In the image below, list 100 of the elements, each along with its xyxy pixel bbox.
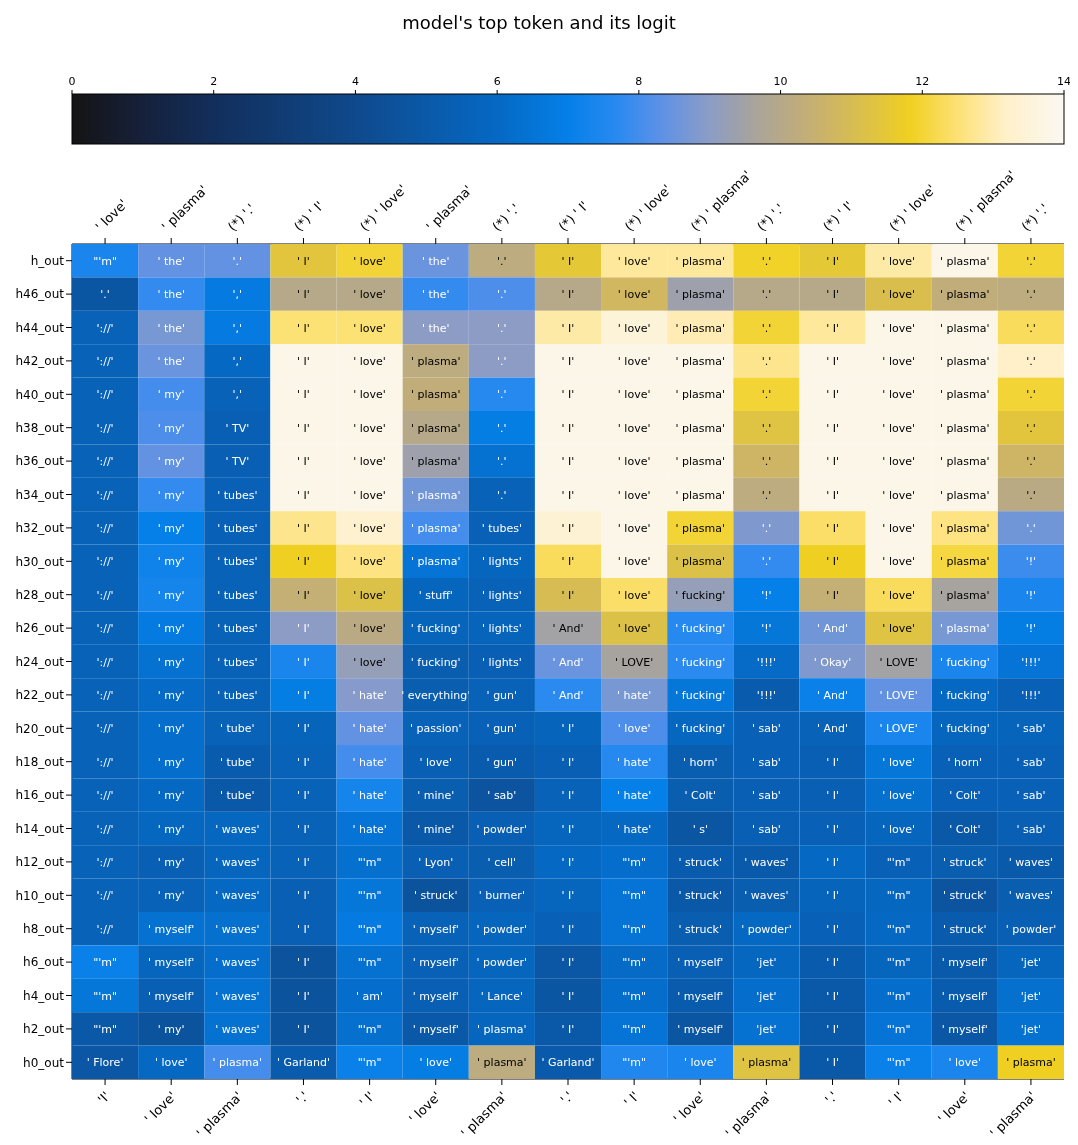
data-label: ' LOVE': [879, 688, 918, 702]
data-label: ' I': [561, 321, 575, 335]
text: (*) '.': [1018, 200, 1052, 235]
data-label: ' I': [826, 388, 839, 402]
data-label: "'m": [93, 1022, 117, 1036]
data-label: ' plasma': [940, 288, 990, 302]
data-label: '://': [96, 789, 114, 803]
data-label: ' I': [826, 989, 839, 1003]
data-label: ' I': [297, 254, 310, 268]
data-label: ' love': [353, 455, 386, 469]
data-label: '!!!': [756, 655, 777, 669]
data-label: ' I': [561, 722, 575, 736]
data-label: ' love': [353, 622, 386, 636]
data-label: ' fucking': [675, 722, 726, 736]
data-label: ' sab': [487, 789, 517, 803]
data-label: ' plasma': [410, 455, 461, 469]
data-label: ' And': [817, 722, 849, 736]
data-label: ' gun': [486, 722, 518, 736]
data-label: ' love': [882, 388, 915, 402]
data-label: ' myself': [412, 1022, 459, 1036]
data-label: ' I': [297, 555, 310, 569]
data-label: ' plasma': [212, 1056, 263, 1070]
data-label: ' I': [297, 288, 310, 302]
data-label: ' I': [826, 755, 839, 769]
y-tick-label: h22_out: [15, 688, 65, 703]
data-label: ' love': [353, 288, 386, 302]
data-label: ' plasma': [940, 555, 990, 569]
x-tick-label: '.': [822, 1088, 841, 1108]
data-label: "'m": [93, 956, 117, 970]
data-label: ' waves': [215, 889, 260, 903]
data-label: ' love': [882, 521, 915, 535]
data-label: ' sab': [751, 755, 781, 769]
data-label: ' love': [882, 622, 915, 636]
data-label: '://': [96, 321, 114, 335]
data-label: ' the': [157, 254, 185, 268]
data-label: ' love': [353, 588, 386, 602]
text: (*) ' I': [290, 198, 327, 235]
y-tick-label: h34_out: [15, 487, 65, 502]
data-label: ' love': [617, 521, 651, 535]
text: (*) ' I': [820, 198, 857, 235]
data-label: ' plasma': [675, 488, 726, 502]
data-label: ' I': [297, 1022, 310, 1036]
data-label: ' fucking': [939, 688, 990, 702]
data-label: 'jet': [756, 1022, 777, 1036]
data-label: "'m": [886, 989, 911, 1003]
data-label: ' my': [157, 855, 185, 869]
y-tick-label: h12_out: [15, 855, 65, 870]
data-label: ' love': [683, 1056, 717, 1070]
data-label: '://': [96, 855, 114, 869]
data-label: ' struck': [943, 855, 987, 869]
data-label: '://': [96, 822, 114, 836]
data-label: ' lights': [482, 622, 522, 636]
y-tick-label: h0_out: [23, 1055, 65, 1070]
data-label: '.': [497, 421, 507, 435]
data-label: ' plasma': [940, 321, 990, 335]
data-label: ' love': [617, 421, 651, 435]
data-label: ' I': [561, 388, 575, 402]
data-label: ' plasma': [675, 354, 726, 368]
data-label: ' plasma': [940, 488, 990, 502]
data-label: ' lights': [482, 555, 522, 569]
data-label: ' plasma': [940, 588, 990, 602]
data-label: ' s': [692, 822, 708, 836]
data-label: ' my': [157, 722, 185, 736]
data-label: ' love': [353, 421, 386, 435]
data-label: ' tube': [220, 789, 255, 803]
data-label: "'m": [886, 1022, 911, 1036]
data-label: ' plasma': [940, 388, 990, 402]
data-label: ' struck': [943, 889, 987, 903]
color-bar-label: 10: [773, 75, 788, 88]
y-tick-label: h40_out: [15, 387, 65, 402]
data-label: ' I': [297, 388, 310, 402]
data-label: ' I': [297, 488, 310, 502]
y-tick-label: h26_out: [15, 621, 65, 636]
data-label: '://': [96, 421, 114, 435]
data-label: ' I': [561, 254, 575, 268]
data-label: ' plasma': [741, 1056, 792, 1070]
data-label: '.': [497, 488, 507, 502]
data-label: ' love': [419, 1056, 453, 1070]
data-label: "'m": [886, 922, 911, 936]
data-label: ' LOVE': [879, 655, 918, 669]
y-tick-label: h42_out: [15, 354, 65, 369]
data-label: ',': [232, 354, 243, 368]
data-label: ' I': [561, 922, 575, 936]
data-label: "'m": [622, 889, 647, 903]
data-label: ' Garland': [541, 1056, 595, 1070]
data-label: ' I': [297, 354, 310, 368]
data-label: ' I': [297, 455, 310, 469]
data-label: ' plasma': [675, 388, 726, 402]
color-bar-label: 14: [1057, 75, 1071, 88]
data-label: ' I': [826, 1056, 839, 1070]
data-label: ' love': [353, 388, 386, 402]
data-label: "'m": [622, 956, 647, 970]
data-label: '!!!': [756, 688, 777, 702]
data-label: '.': [1026, 388, 1036, 402]
data-label: ' plasma': [675, 521, 726, 535]
data-label: '://': [96, 622, 114, 636]
data-label: "'m": [622, 1022, 647, 1036]
data-label: ' lights': [482, 655, 522, 669]
data-label: ' I': [297, 521, 310, 535]
data-label: ' waves': [744, 889, 789, 903]
